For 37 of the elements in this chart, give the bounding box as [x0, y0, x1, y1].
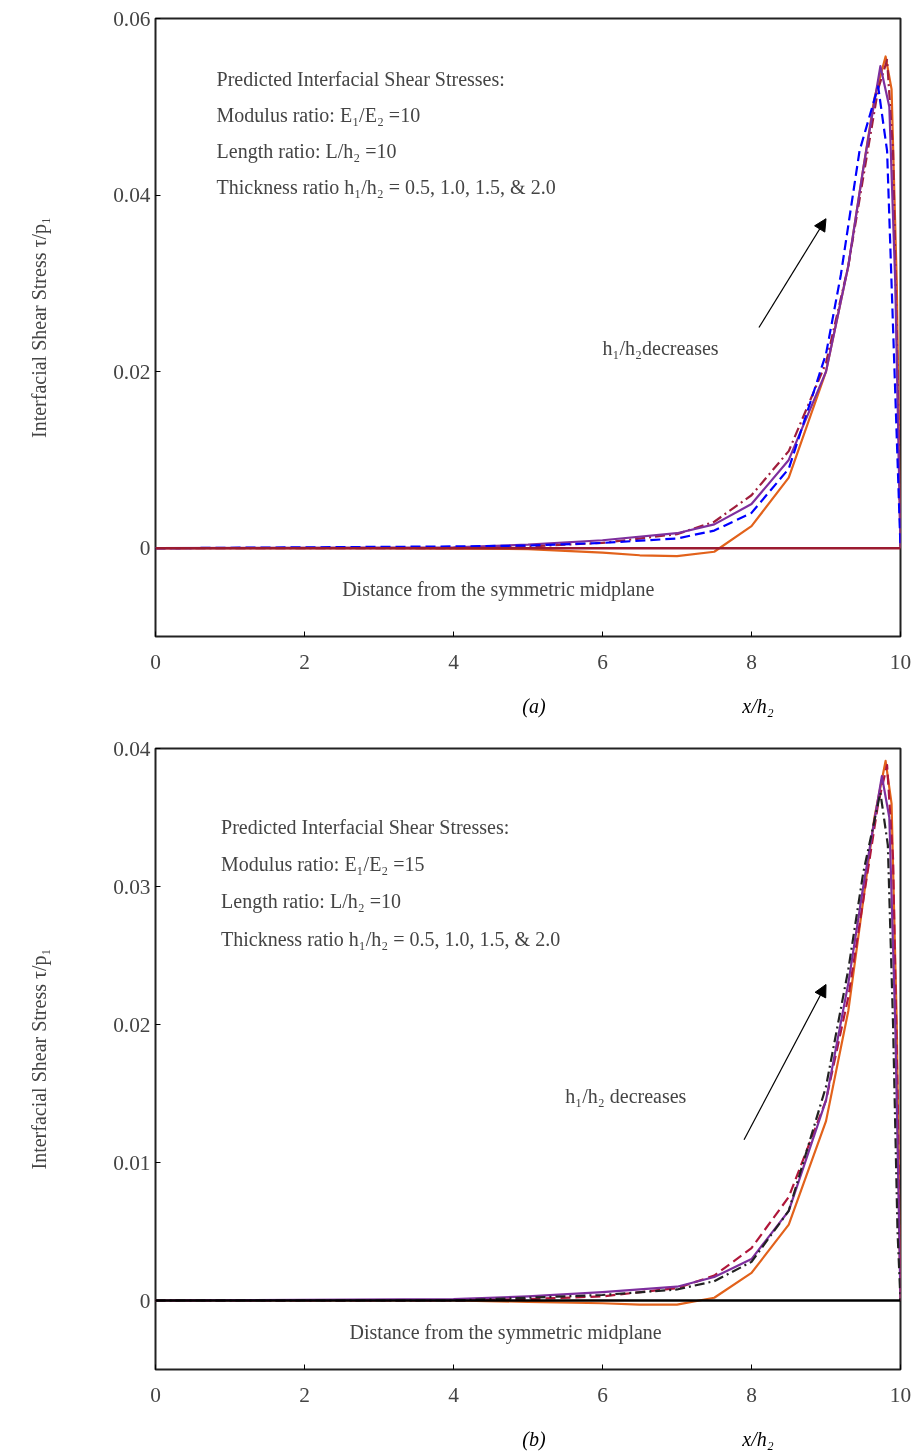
annotation: Length ratio: L/h₂ =10 [221, 890, 401, 914]
x-tick-label: 2 [299, 649, 310, 674]
annotation: Predicted Interfacial Shear Stresses: [221, 815, 510, 838]
x-tick-label: 2 [299, 1382, 310, 1407]
x-tick-label: 4 [448, 649, 460, 674]
y-tick-label: 0.03 [113, 874, 151, 899]
annotation: Distance from the symmetric midplane [342, 577, 655, 601]
annotation: Modulus ratio: E₁/E₂ =15 [221, 853, 425, 876]
y-tick-label: 0.04 [113, 736, 151, 761]
annotation: h₁/h₂ decreases [565, 1085, 687, 1108]
y-tick-label: 0 [139, 536, 151, 561]
x-tick-label: 4 [448, 1382, 460, 1407]
x-tick-label: 6 [597, 649, 609, 674]
x-axis-title: x/h₂ [742, 694, 774, 719]
annotation: Thickness ratio h₁/h₂ = 0.5, 1.0, 1.5, & 2.0 [216, 175, 556, 198]
y-tick-label: 0.02 [113, 359, 151, 384]
x-axis-title: x/h₂ [742, 1427, 774, 1452]
y-axis-title: Interfacial Shear Stress τ/p₁ [28, 216, 52, 439]
x-tick-label: 10 [889, 1382, 912, 1407]
annotation: Distance from the symmetric midplane [349, 1321, 662, 1345]
y-tick-label: 0.04 [113, 183, 151, 208]
annotation: Length ratio: L/h₂ =10 [216, 139, 397, 163]
y-tick-label: 0 [139, 1288, 151, 1313]
y-axis-title: Interfacial Shear Stress τ/p₁ [28, 948, 52, 1170]
y-tick-label: 0.02 [113, 1012, 151, 1037]
text: (a) [522, 694, 546, 720]
x-tick-label: 8 [746, 649, 757, 674]
y-tick-label: 0.01 [113, 1150, 151, 1175]
x-tick-label: 6 [597, 1382, 609, 1407]
text: (b) [522, 1427, 546, 1453]
y-tick-label: 0.06 [113, 6, 151, 31]
annotation: Modulus ratio: E₁/E₂ =10 [216, 103, 421, 126]
annotation: h₁/h₂decreases [602, 336, 719, 359]
annotation: Predicted Interfacial Shear Stresses: [216, 68, 505, 91]
x-tick-label: 8 [746, 1382, 757, 1407]
x-tick-label: 10 [889, 649, 912, 674]
annotation: Thickness ratio h₁/h₂ = 0.5, 1.0, 1.5, & 2.0 [221, 927, 561, 950]
